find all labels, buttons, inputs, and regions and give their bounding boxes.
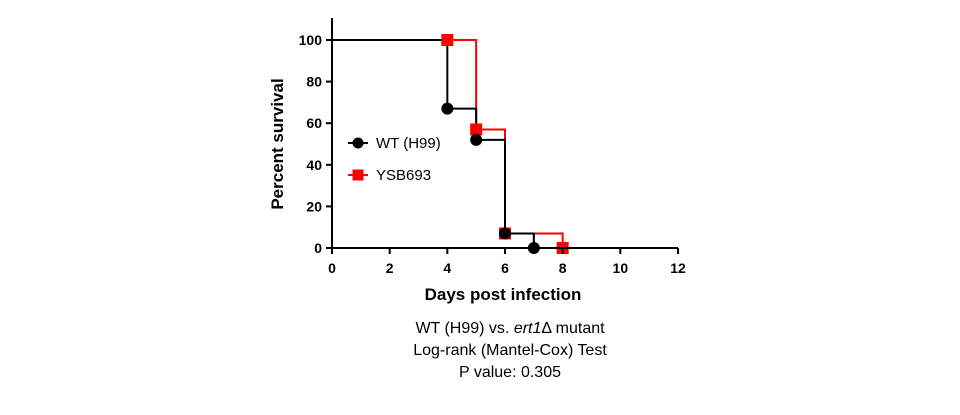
data-point-1-1 bbox=[470, 123, 483, 136]
caption: WT (H99) vs. ert1Δ mutant Log-rank (Mant… bbox=[330, 318, 690, 384]
caption-line-1-suffix: Δ mutant bbox=[541, 320, 605, 337]
legend-marker-1 bbox=[352, 169, 364, 181]
caption-line-3: P value: 0.305 bbox=[458, 364, 561, 381]
caption-line-2: Log-rank (Mantel-Cox) Test bbox=[413, 342, 607, 359]
caption-line-1-prefix: WT (H99) vs. bbox=[415, 320, 514, 337]
data-point-0-0 bbox=[441, 102, 454, 115]
caption-gene-name: ert1 bbox=[513, 320, 542, 337]
survival-step-line-1 bbox=[332, 39, 564, 248]
x-tick-label-0: 0 bbox=[328, 260, 336, 276]
y-axis-title: Percent survival bbox=[268, 78, 287, 209]
caption-line-1: WT (H99) vs. ert1Δ mutant bbox=[330, 318, 690, 340]
data-point-0-1 bbox=[470, 133, 483, 146]
y-tick-label-1: 20 bbox=[306, 198, 322, 214]
x-tick-label-2: 4 bbox=[443, 260, 451, 276]
x-axis-title: Days post infection bbox=[425, 285, 582, 304]
legend-label-1: YSB693 bbox=[376, 167, 431, 184]
data-point-0-2 bbox=[499, 227, 511, 240]
x-tick-label-6: 12 bbox=[670, 260, 686, 276]
y-tick-label-5: 100 bbox=[299, 32, 323, 48]
x-tick-label-1: 2 bbox=[386, 260, 394, 276]
axes-layer: 0 2 4 6 8 10 12 0 20 40 60 80 100 Days post infection… bbox=[268, 18, 686, 304]
x-tick-label-5: 10 bbox=[613, 260, 629, 276]
data-point-1-0 bbox=[441, 34, 454, 46]
legend: WT (H99) YSB693 bbox=[348, 135, 441, 184]
legend-label-0: WT (H99) bbox=[376, 135, 441, 152]
legend-marker-0 bbox=[352, 137, 364, 149]
y-tick-label-4: 80 bbox=[306, 74, 322, 90]
y-tick-label-3: 60 bbox=[306, 115, 322, 131]
x-tick-label-3: 6 bbox=[501, 260, 509, 276]
y-tick-label-0: 0 bbox=[314, 240, 322, 256]
x-tick-label-4: 8 bbox=[559, 260, 567, 276]
y-tick-label-2: 40 bbox=[306, 157, 322, 173]
